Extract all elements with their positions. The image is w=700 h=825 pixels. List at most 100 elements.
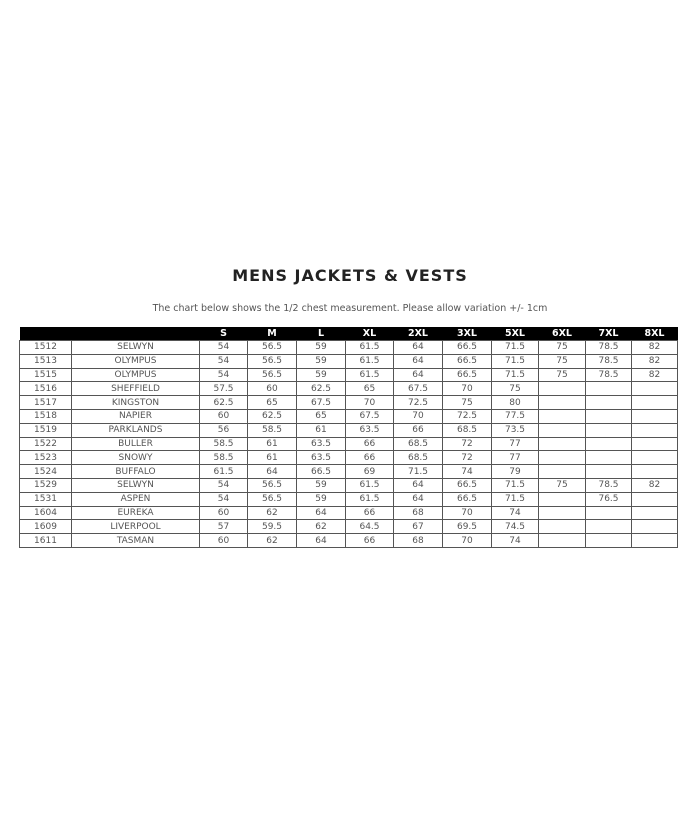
measurement-cell: 64: [393, 477, 443, 493]
measurement-cell: [585, 381, 632, 397]
measurement-cell: 82: [631, 353, 678, 369]
measurement-cell: [631, 464, 678, 479]
measurement-cell: [538, 381, 586, 397]
measurement-cell: [585, 422, 632, 438]
measurement-cell: 64: [393, 491, 443, 507]
measurement-cell: 71.5: [393, 464, 443, 479]
measurement-cell: 74: [491, 533, 539, 548]
measurement-cell: 66: [345, 450, 394, 466]
measurement-cell: 57: [199, 519, 248, 535]
measurement-cell: 66: [393, 422, 443, 438]
measurement-cell: 61.5: [345, 367, 394, 383]
style-name: PARKLANDS: [71, 422, 200, 438]
measurement-cell: [585, 533, 632, 548]
table-row: 1518 NAPIER 60 62.5 65 67.5 70 72.5 77.5: [19, 408, 678, 424]
measurement-cell: 66: [345, 436, 394, 452]
style-name: NAPIER: [71, 408, 200, 424]
subtitle: The chart below shows the 1/2 chest meas…: [152, 303, 548, 314]
measurement-cell: 59: [296, 477, 346, 493]
table-row: 1522 BULLER 58.5 61 63.5 66 68.5 72 77: [19, 436, 678, 452]
measurement-cell: 64: [296, 505, 346, 521]
measurement-cell: 69.5: [442, 519, 492, 535]
measurement-cell: 56.5: [247, 477, 297, 493]
measurement-cell: [538, 436, 586, 452]
measurement-cell: [631, 533, 678, 548]
measurement-cell: 62.5: [247, 408, 297, 424]
measurement-cell: [631, 408, 678, 424]
measurement-cell: 61.5: [199, 464, 248, 479]
measurement-cell: 63.5: [296, 436, 346, 452]
measurement-cell: 64.5: [345, 519, 394, 535]
measurement-cell: 59: [296, 491, 346, 507]
measurement-cell: 56: [199, 422, 248, 438]
measurement-cell: 67.5: [393, 381, 443, 397]
measurement-cell: 54: [199, 340, 248, 355]
measurement-cell: 78.5: [585, 340, 632, 355]
measurement-cell: [631, 505, 678, 521]
measurement-cell: 82: [631, 340, 678, 355]
measurement-cell: 65: [296, 408, 346, 424]
measurement-cell: 74.5: [491, 519, 539, 535]
style-name: SNOWY: [71, 450, 200, 466]
measurement-cell: [585, 519, 632, 535]
measurement-cell: 68: [393, 505, 443, 521]
style-code: 1604: [19, 505, 72, 521]
measurement-cell: 73.5: [491, 422, 539, 438]
measurement-cell: 64: [393, 340, 443, 355]
measurement-cell: 77: [491, 436, 539, 452]
measurement-cell: 68.5: [442, 422, 492, 438]
table-row: 1523 SNOWY 58.5 61 63.5 66 68.5 72 77: [19, 450, 678, 466]
size-chart-table: S M L XL 2XL 3XL 5XL 6XL 7XL 8XL 1512 SELWYN 54 56.5…: [19, 327, 678, 548]
measurement-cell: 70: [393, 408, 443, 424]
measurement-cell: 72: [442, 450, 492, 466]
measurement-cell: 60: [199, 408, 248, 424]
measurement-cell: 76.5: [585, 491, 632, 507]
table-row: 1609 LIVERPOOL 57 59.5 62 64.5 67 69.5 74.5: [19, 519, 678, 535]
measurement-cell: 75: [538, 367, 586, 383]
measurement-cell: 71.5: [491, 491, 539, 507]
measurement-cell: 56.5: [247, 491, 297, 507]
measurement-cell: 64: [296, 533, 346, 548]
measurement-cell: 71.5: [491, 477, 539, 493]
measurement-cell: 71.5: [491, 367, 539, 383]
measurement-cell: [538, 519, 586, 535]
measurement-cell: 62: [247, 505, 297, 521]
measurement-cell: 59: [296, 353, 346, 369]
style-name: SELWYN: [71, 477, 200, 493]
style-code: 1519: [19, 422, 72, 438]
measurement-cell: [585, 436, 632, 452]
table-row: 1512 SELWYN 54 56.5 59 61.5 64 66.5 71.5 75 78.5 82: [19, 340, 678, 355]
style-name: BUFFALO: [71, 464, 200, 479]
measurement-cell: 67: [393, 519, 443, 535]
column-header: 5XL: [491, 327, 539, 341]
measurement-cell: 61.5: [345, 477, 394, 493]
style-name: KINGSTON: [71, 395, 200, 410]
style-name: ASPEN: [71, 491, 200, 507]
measurement-cell: 66.5: [442, 491, 492, 507]
measurement-cell: 61.5: [345, 340, 394, 355]
measurement-cell: 70: [442, 381, 492, 397]
measurement-cell: 69: [345, 464, 394, 479]
page-title: MENS JACKETS & VESTS: [232, 266, 468, 285]
measurement-cell: 70: [442, 533, 492, 548]
style-code: 1523: [19, 450, 72, 466]
measurement-cell: 75: [538, 340, 586, 355]
measurement-cell: 65: [345, 381, 394, 397]
style-name: OLYMPUS: [71, 353, 200, 369]
measurement-cell: 79: [491, 464, 539, 479]
measurement-cell: 54: [199, 491, 248, 507]
measurement-cell: [631, 491, 678, 507]
column-header: 3XL: [442, 327, 492, 341]
style-code: 1531: [19, 491, 72, 507]
measurement-cell: 61.5: [345, 491, 394, 507]
measurement-cell: [538, 395, 586, 410]
measurement-cell: 61: [247, 436, 297, 452]
measurement-cell: 64: [393, 367, 443, 383]
measurement-cell: 82: [631, 367, 678, 383]
table-row: 1513 OLYMPUS 54 56.5 59 61.5 64 66.5 71.5 75 78.5 8…: [19, 353, 678, 369]
measurement-cell: 63.5: [296, 450, 346, 466]
measurement-cell: 56.5: [247, 353, 297, 369]
style-code: 1522: [19, 436, 72, 452]
table-row: 1515 OLYMPUS 54 56.5 59 61.5 64 66.5 71.5 75 78.5 8…: [19, 367, 678, 383]
measurement-cell: 78.5: [585, 477, 632, 493]
